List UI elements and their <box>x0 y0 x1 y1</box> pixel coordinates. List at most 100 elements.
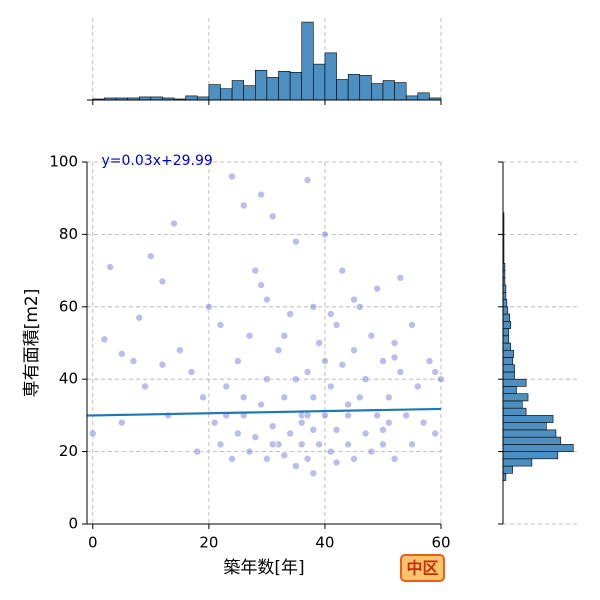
point <box>257 190 266 199</box>
point <box>262 375 271 384</box>
point <box>187 367 196 376</box>
point <box>320 357 329 366</box>
point <box>216 440 225 449</box>
point <box>175 346 184 355</box>
right-hist-bar <box>502 451 559 460</box>
point <box>320 230 329 239</box>
regression-label: y=0.03x+29.99 <box>102 153 213 169</box>
point <box>239 201 248 210</box>
point <box>413 382 422 391</box>
point <box>315 338 324 347</box>
point <box>146 252 155 261</box>
point <box>257 400 266 409</box>
point <box>349 454 358 463</box>
y-tick-label: 20 <box>59 442 78 460</box>
top-hist-bar <box>289 72 303 101</box>
point <box>210 418 219 427</box>
point <box>338 266 347 275</box>
point <box>193 447 202 456</box>
point <box>431 367 440 376</box>
point <box>262 295 271 304</box>
x-tick-label: 60 <box>431 534 450 552</box>
top-hist-bar <box>382 80 395 101</box>
point <box>158 360 167 369</box>
point <box>141 382 150 391</box>
point <box>373 411 382 420</box>
x-tick-label: 20 <box>199 534 218 552</box>
point <box>291 375 300 384</box>
point <box>361 375 370 384</box>
point <box>245 331 254 340</box>
point <box>280 393 289 402</box>
point <box>222 382 231 391</box>
top-hist-bar <box>417 92 430 101</box>
point <box>286 310 295 319</box>
point <box>297 440 306 449</box>
point <box>233 357 242 366</box>
point <box>309 425 318 434</box>
right-hist-bar <box>502 299 508 308</box>
y-tick-label: 40 <box>59 370 78 388</box>
top-hist-bar <box>254 69 268 101</box>
point <box>396 273 405 282</box>
point <box>274 346 283 355</box>
x-tick-label: 40 <box>315 534 334 552</box>
x-axis-label: 築年数[年] <box>223 558 304 578</box>
point <box>158 277 167 286</box>
point <box>344 411 353 420</box>
point <box>384 393 393 402</box>
point <box>407 440 416 449</box>
point <box>233 429 242 438</box>
point <box>228 172 237 181</box>
y-tick-label: 80 <box>59 225 78 243</box>
point <box>303 176 312 185</box>
point <box>262 454 271 463</box>
top-hist-bar <box>266 77 279 101</box>
top-hist-bar <box>371 83 384 101</box>
right-hist-bar <box>502 328 510 337</box>
point <box>309 469 318 478</box>
point <box>170 219 179 228</box>
point <box>291 237 300 246</box>
right-hist-bar <box>502 400 523 409</box>
point <box>309 302 318 311</box>
point <box>390 454 399 463</box>
point <box>320 411 329 420</box>
point <box>390 353 399 362</box>
point <box>326 310 335 319</box>
right-hist-bar <box>502 342 511 351</box>
point <box>303 411 312 420</box>
right-hist-bar <box>502 364 515 373</box>
right-hist-bar <box>502 386 517 394</box>
right-hist-bar <box>502 313 511 322</box>
point <box>396 367 405 376</box>
right-hist-bar <box>502 371 515 380</box>
point <box>291 462 300 471</box>
point <box>326 447 335 456</box>
point <box>239 393 248 402</box>
point <box>286 429 295 438</box>
point <box>268 422 277 431</box>
top-hist-bar <box>208 84 221 101</box>
top-hist-bar <box>347 74 361 101</box>
point <box>280 451 289 460</box>
badge: 中区 <box>406 559 438 578</box>
point <box>135 313 144 322</box>
point <box>436 375 445 384</box>
y-axis-label: 専有面積[m2] <box>22 289 42 398</box>
point <box>280 331 289 340</box>
x-tick-label: 0 <box>88 534 98 552</box>
point <box>407 320 416 329</box>
point <box>100 335 109 344</box>
point <box>332 320 341 329</box>
point <box>349 346 358 355</box>
point <box>402 411 411 420</box>
point <box>199 393 208 402</box>
point <box>344 400 353 409</box>
point <box>228 454 237 463</box>
point <box>349 295 358 304</box>
right-hist-bar <box>502 357 513 366</box>
point <box>117 418 126 427</box>
right-hist-bar <box>502 335 510 344</box>
point <box>425 357 434 366</box>
